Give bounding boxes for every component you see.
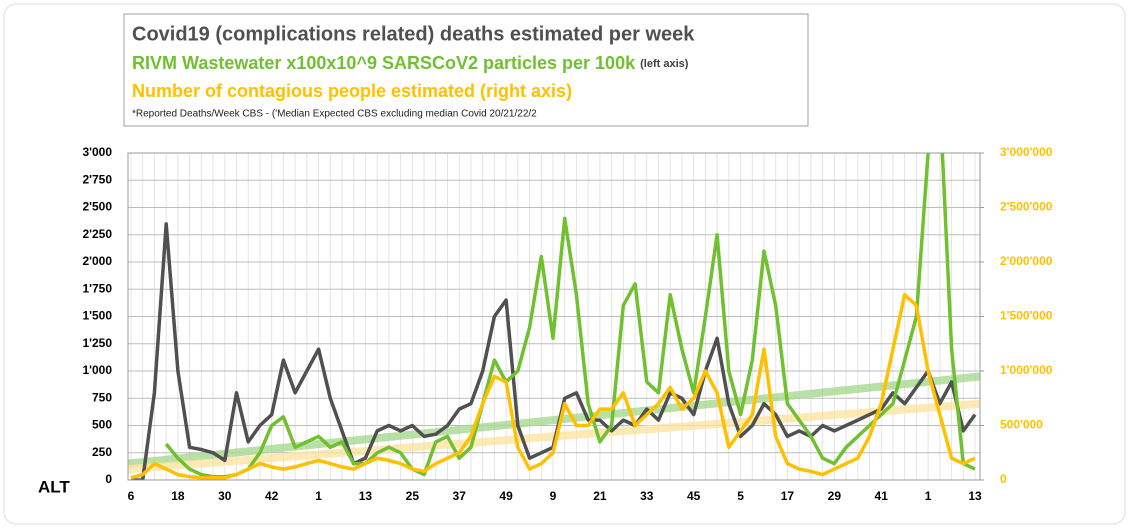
x-tick-label: 41 <box>875 489 889 503</box>
y2-tick-label: 2'500'000 <box>1000 200 1053 214</box>
corner-label: ALT <box>38 477 70 496</box>
x-tick-label: 13 <box>968 489 982 503</box>
y-tick-label: 1'750 <box>82 281 112 295</box>
y-tick-label: 1'250 <box>82 336 112 350</box>
title-box <box>123 13 809 127</box>
x-tick-label: 30 <box>218 489 232 503</box>
footnote: *Reported Deaths/Week CBS - ('Median Exp… <box>132 109 537 120</box>
subtitle-note: (left axis) <box>640 58 689 70</box>
x-tick-label: 5 <box>737 489 744 503</box>
x-tick-label: 13 <box>359 489 373 503</box>
y-tick-label: 1'500 <box>82 309 112 323</box>
plot <box>128 153 980 480</box>
y-tick-label: 0 <box>105 472 112 486</box>
y-tick-label: 2'250 <box>82 227 112 241</box>
x-tick-label: 42 <box>265 489 279 503</box>
y2-tick-label: 0 <box>1000 472 1007 486</box>
subtitle-2: Number of contagious people estimated (r… <box>132 81 572 101</box>
subtitle-main: RIVM Wastewater x100x10^9 SARSCoV2 parti… <box>132 53 636 73</box>
y-tick-label: 2'000 <box>82 254 112 268</box>
x-tick-label: 45 <box>687 489 701 503</box>
x-tick-label: 33 <box>640 489 654 503</box>
trendline <box>128 372 980 468</box>
y-tick-label: 500 <box>92 418 112 432</box>
y2-tick-label: 1'000'000 <box>1000 363 1053 377</box>
x-tick-label: 9 <box>550 489 557 503</box>
y2-tick-label: 500'000 <box>1000 418 1043 432</box>
series-line <box>164 153 976 479</box>
x-tick-label: 18 <box>171 489 185 503</box>
y-tick-label: 2'750 <box>82 172 112 186</box>
series-line <box>130 292 976 480</box>
y2-tick-label: 3'000'000 <box>1000 145 1053 159</box>
x-tick-label: 49 <box>499 489 513 503</box>
x-tick-label: 25 <box>406 489 420 503</box>
x-tick-label: 1 <box>315 489 322 503</box>
y-tick-label: 3'000 <box>82 145 112 159</box>
chart-title: Covid19 (complications related) deaths e… <box>132 23 695 45</box>
x-tick-label: 1 <box>925 489 932 503</box>
y-tick-label: 750 <box>92 390 112 404</box>
subtitle: RIVM Wastewater x100x10^9 SARSCoV2 parti… <box>132 53 689 73</box>
x-tick-label: 29 <box>828 489 842 503</box>
x-tick-label: 17 <box>781 489 795 503</box>
y-tick-label: 1'000 <box>82 363 112 377</box>
y-tick-label: 2'500 <box>82 200 112 214</box>
x-tick-label: 21 <box>593 489 607 503</box>
x-tick-label: 6 <box>128 489 135 503</box>
y-tick-label: 250 <box>92 445 112 459</box>
y2-tick-label: 2'000'000 <box>1000 254 1053 268</box>
x-tick-label: 37 <box>453 489 467 503</box>
y2-tick-label: 1'500'000 <box>1000 309 1053 323</box>
